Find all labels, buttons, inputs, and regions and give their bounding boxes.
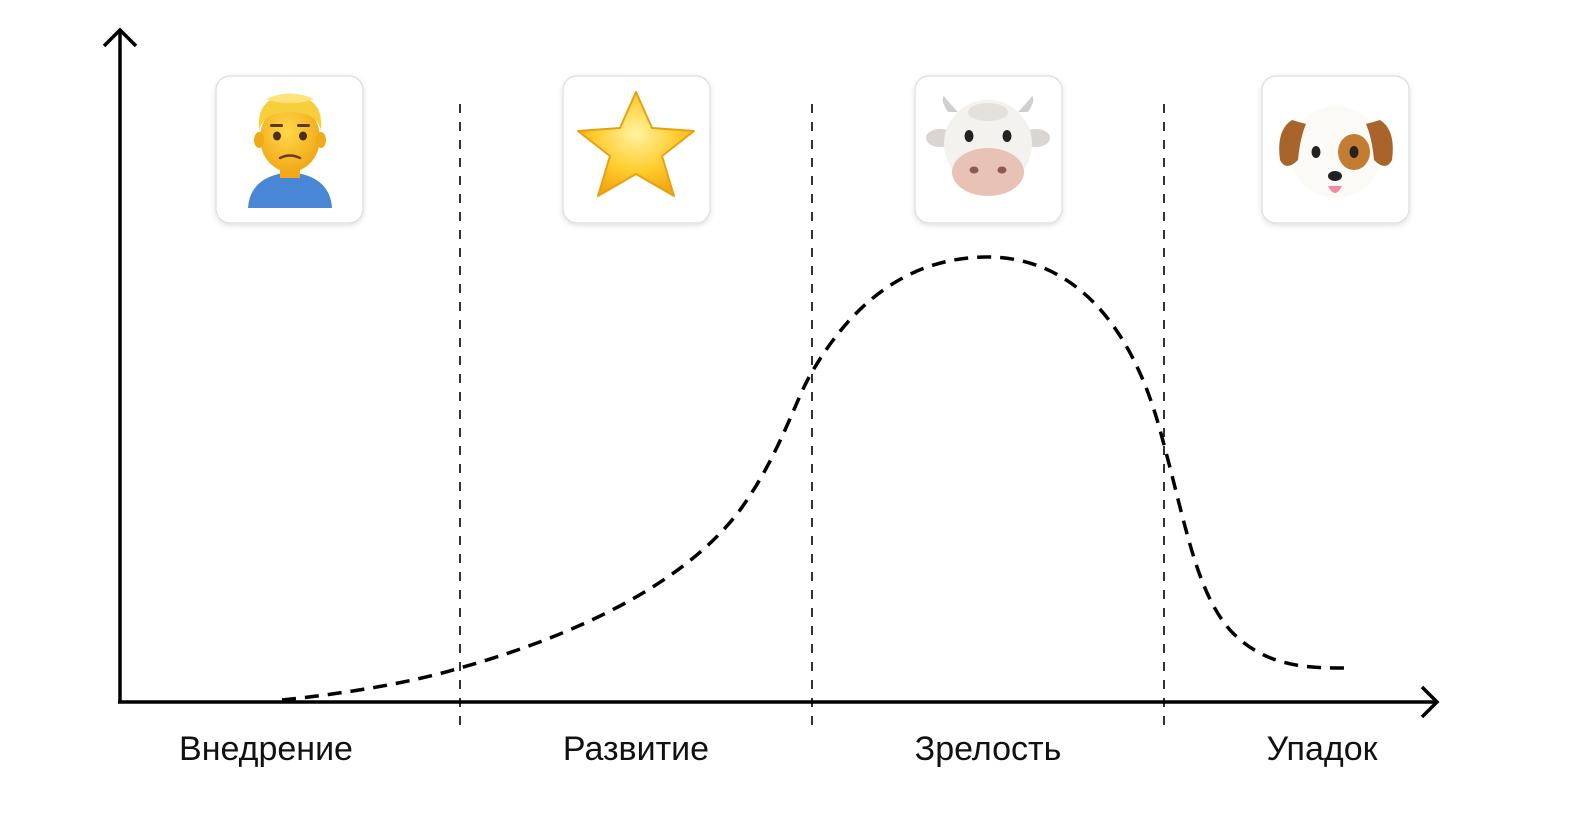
stage-label-4: Упадок — [1266, 730, 1378, 768]
stage-dividers — [459, 104, 1165, 732]
axes — [102, 27, 1440, 719]
stage-label-1: Внедрение — [179, 730, 353, 768]
stage-card-growth — [562, 75, 711, 224]
cow-face-icon — [926, 96, 1050, 196]
stage-card-decline — [1261, 75, 1410, 224]
frowning-man-icon — [248, 93, 332, 208]
stage-labels: Внедрение Развитие Зрелость Упадок — [179, 730, 1379, 768]
dog-face-icon — [1279, 106, 1393, 198]
stage-card-maturity — [914, 75, 1063, 224]
lifecycle-curve — [281, 255, 1346, 702]
stage-label-2: Развитие — [563, 730, 709, 768]
y-axis-arrow — [102, 27, 138, 48]
stage-card-introduction — [215, 75, 364, 224]
stage-label-3: Зрелость — [915, 730, 1062, 768]
x-axis-arrow — [1420, 685, 1440, 719]
star-icon — [577, 91, 695, 197]
